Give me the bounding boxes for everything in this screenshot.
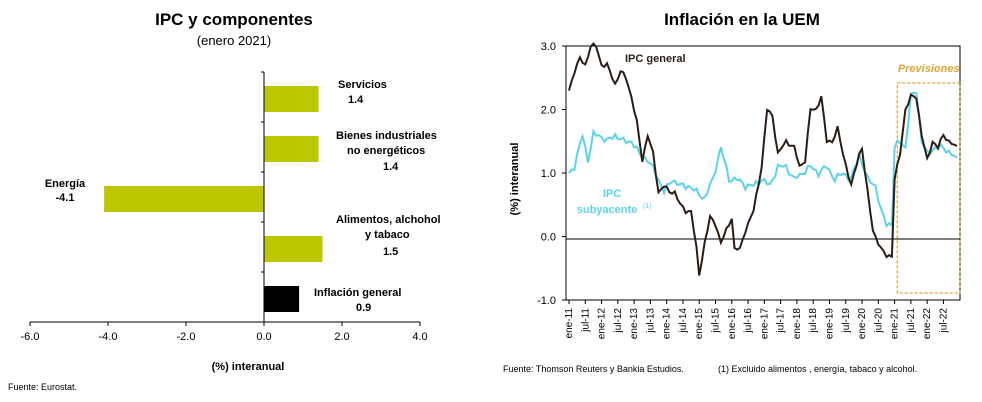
ipc-general-label: IPC general (625, 53, 686, 65)
x-tick-label: jul-13 (645, 308, 656, 334)
x-tick-label: ene-20 (857, 308, 868, 340)
bar-1 (264, 136, 319, 162)
value-inflacion: 0.9 (356, 302, 371, 314)
bar-x-axis-title: (%) interanual (212, 361, 285, 373)
bar-group (104, 71, 323, 312)
x-tick-label: 4.0 (412, 331, 427, 343)
forecast-label: Previsiones (898, 63, 960, 75)
subyacente-label-sup: (1) (643, 203, 652, 210)
x-tick-label: ene-17 (759, 308, 770, 340)
x-tick-label: ene-19 (824, 308, 835, 340)
x-tick-label: jul-19 (841, 308, 852, 334)
bar-2 (104, 186, 264, 212)
x-tick-label: ene-11 (564, 308, 575, 339)
x-tick-label: jul-12 (613, 308, 624, 334)
line-source: Fuente: Thomson Reuters y Bankia Estudio… (503, 364, 684, 374)
x-tick-label: -6.0 (21, 331, 40, 343)
bar-3 (264, 236, 323, 262)
y-tick-label: 3.0 (541, 41, 556, 53)
bar-chart-subtitle: (enero 2021) (197, 33, 271, 48)
x-tick-label: ene-18 (792, 308, 803, 340)
x-tick-label: -4.0 (99, 331, 118, 343)
x-tick-label: jul-21 (906, 308, 917, 334)
x-tick-label: ene-12 (597, 308, 608, 340)
forecast-box (896, 82, 961, 294)
x-tick-label: jul-15 (711, 308, 722, 334)
value-energia: -4.1 (56, 192, 75, 204)
bar-0 (264, 86, 319, 112)
y-ticks: 3.0 2.0 1.0 0.0 -1.0 (537, 41, 566, 307)
x-tick-label: jul-17 (776, 308, 787, 334)
value-alimentos: 1.5 (383, 246, 398, 258)
subyacente-label-line2: subyacente (577, 204, 638, 216)
x-ticks: ene-11 jul-11 ene-12 jul-12 ene-13 jul-13 ene-… (564, 300, 949, 339)
bar-4 (264, 286, 300, 312)
line-chart-title: Inflación en la UEM (664, 10, 820, 29)
y-tick-label: 2.0 (541, 105, 556, 117)
x-tick-label: jul-22 (938, 308, 949, 334)
subyacente-label-line1: IPC (603, 188, 621, 200)
x-tick-label: jul-11 (580, 308, 591, 333)
label-alimentos-line1: Alimentos, alchohol (336, 214, 441, 226)
bar-chart-title: IPC y componentes (155, 10, 313, 29)
value-bienes: 1.4 (383, 161, 399, 173)
x-tick-label: jul-18 (808, 308, 819, 334)
label-servicios: Servicios (338, 79, 387, 91)
label-bienes-line2: no energéticos (347, 145, 425, 157)
x-tick-label: ene-14 (662, 308, 673, 340)
x-tick-label: jul-20 (873, 308, 884, 334)
label-bienes-line1: Bienes industriales (336, 130, 437, 142)
x-ticks: -6.0 -4.0 -2.0 0.0 2.0 4.0 (21, 322, 428, 343)
x-tick-label: ene-22 (922, 308, 933, 340)
label-alimentos-line2: y tabaco (365, 229, 410, 241)
x-tick-label: ene-21 (890, 308, 901, 340)
x-tick-label: ene-13 (629, 308, 640, 340)
x-tick-label: -2.0 (177, 331, 196, 343)
y-tick-label: 1.0 (541, 168, 556, 180)
line-y-axis-title: (%) interanual (509, 143, 521, 216)
x-tick-label: ene-16 (727, 308, 738, 340)
x-tick-label: ene-15 (694, 308, 705, 340)
series-line-ipc-subyacente (568, 91, 958, 229)
bar-chart: IPC y componentes (enero 2021) -6.0 -4.0-… (8, 10, 441, 392)
series-line-ipc-general (568, 42, 958, 276)
label-inflacion: Inflación general (314, 287, 401, 299)
x-tick-label: 0.0 (256, 331, 271, 343)
line-footnote: (1) Excluido alimentos , energía, tabaco… (718, 364, 917, 374)
x-tick-label: jul-14 (678, 308, 689, 334)
plot-frame (565, 45, 961, 301)
x-tick-label: 2.0 (334, 331, 349, 343)
label-energia: Energía (45, 178, 86, 190)
line-chart: Inflación en la UEM (%) interanual 3.0 2.… (503, 10, 961, 374)
value-servicios: 1.4 (348, 94, 364, 106)
y-tick-label: -1.0 (537, 295, 556, 307)
y-tick-label: 0.0 (541, 232, 556, 244)
bar-source: Fuente: Eurostat. (8, 382, 77, 392)
x-tick-label: jul-16 (743, 308, 754, 334)
